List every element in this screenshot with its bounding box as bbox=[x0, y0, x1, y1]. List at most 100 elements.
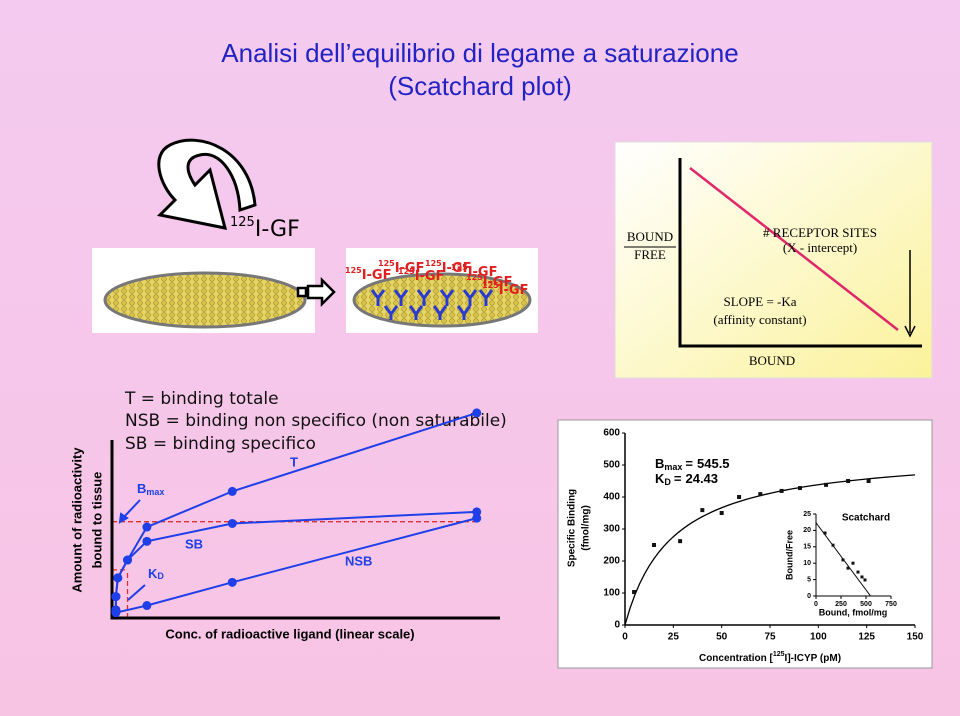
point bbox=[142, 601, 152, 611]
y-tick-label: 600 bbox=[603, 428, 620, 439]
dish-label: 125I-GF bbox=[466, 273, 513, 290]
y-tick-label: 300 bbox=[603, 524, 620, 535]
isotope: 125 bbox=[451, 263, 468, 272]
definition: T = binding totale bbox=[124, 389, 279, 409]
point bbox=[142, 522, 152, 532]
point bbox=[737, 495, 742, 499]
schematic-x-label: BOUND bbox=[749, 353, 795, 368]
y-tick-label: 0 bbox=[614, 620, 620, 631]
arrow bbox=[296, 276, 336, 308]
bmax-fit-label: Bmax = 545.5 bbox=[655, 456, 730, 472]
point bbox=[678, 539, 683, 544]
bmax-fit-label-part: B bbox=[655, 456, 664, 471]
fit-curve bbox=[624, 474, 916, 626]
x-axis-label-part: I]-ICYP (pM) bbox=[785, 653, 841, 664]
x-axis-label-part: Concentration [ bbox=[699, 653, 774, 664]
isotope: 125 bbox=[398, 267, 415, 276]
point bbox=[111, 608, 121, 618]
isotope: 125 bbox=[482, 281, 499, 290]
point bbox=[860, 575, 864, 579]
intercept-label: # RECEPTOR SITES bbox=[763, 225, 877, 240]
series-label: NSB bbox=[345, 553, 372, 568]
inset-title: Scatchard bbox=[842, 513, 890, 524]
dish-label: 125I-GF bbox=[378, 259, 425, 276]
series-line bbox=[115, 517, 477, 614]
isotope: 125 bbox=[230, 215, 255, 230]
intercept-arrow bbox=[904, 250, 916, 338]
intercept-note: (X - intercept) bbox=[783, 240, 857, 255]
point bbox=[652, 543, 656, 547]
ligand-label: 125I-GF bbox=[230, 215, 300, 243]
dish bbox=[352, 272, 532, 328]
x-tick-label: 75 bbox=[764, 632, 776, 643]
bmax-fit-label-part: 545.5 bbox=[697, 456, 730, 471]
y-tick-label: 400 bbox=[603, 492, 620, 503]
point bbox=[719, 511, 724, 515]
point bbox=[227, 486, 237, 496]
ligand-name: I-GF bbox=[362, 268, 392, 283]
dish bbox=[103, 271, 307, 329]
point bbox=[823, 531, 827, 535]
definition: SB = binding specifico bbox=[125, 434, 316, 454]
point bbox=[700, 508, 705, 513]
ligand-name: I-GF bbox=[255, 217, 300, 242]
schematic-y-label: BOUND bbox=[627, 229, 673, 244]
kd-fit-label-part: K bbox=[655, 471, 665, 486]
bmax-label: Bmax bbox=[137, 481, 164, 497]
point bbox=[227, 518, 237, 528]
ligand-name: I-GF bbox=[395, 261, 425, 276]
point bbox=[779, 488, 784, 493]
dish-label: 125I-GF bbox=[398, 267, 445, 284]
point bbox=[824, 482, 829, 487]
series-label: T bbox=[290, 454, 298, 469]
receptors bbox=[370, 289, 494, 320]
point bbox=[113, 573, 123, 583]
point bbox=[841, 558, 845, 562]
kd-fit-label-part: D bbox=[664, 477, 671, 487]
slope-note: (affinity constant) bbox=[713, 312, 806, 327]
point bbox=[866, 479, 871, 483]
kd-fit-label: KD = 24.43 bbox=[655, 471, 718, 487]
y-axis-label: bound to tissue bbox=[89, 472, 104, 569]
title: Analisi dell’equilibrio di legame a satu… bbox=[221, 38, 738, 68]
x-tick-label: 250 bbox=[835, 601, 847, 608]
dish-label: 125I-GF bbox=[425, 259, 472, 276]
x-tick-label: 750 bbox=[885, 601, 897, 608]
point bbox=[831, 543, 835, 547]
slope-label: SLOPE = -Ka bbox=[723, 294, 796, 309]
schematic-y-label: FREE bbox=[634, 247, 666, 262]
bmax-fit-label-part: max bbox=[664, 462, 682, 472]
dish-label: 125I-GF bbox=[482, 281, 529, 298]
definition: NSB = binding non specifico (non saturab… bbox=[125, 411, 507, 431]
schematic-axes bbox=[678, 158, 922, 348]
x-tick-label: 0 bbox=[814, 601, 818, 608]
kd-fit-label-part: 24.43 bbox=[685, 471, 718, 486]
x-tick-label: 500 bbox=[860, 601, 872, 608]
point bbox=[472, 513, 482, 523]
kd-fit-label-part: = bbox=[674, 471, 682, 486]
y-tick-label: 500 bbox=[603, 460, 620, 471]
isotope: 125 bbox=[466, 273, 483, 282]
y-axis-label: Bound/Free bbox=[784, 530, 794, 580]
point bbox=[797, 486, 802, 491]
x-axis-label: Conc. of radioactive ligand (linear scal… bbox=[165, 626, 414, 641]
point bbox=[758, 492, 763, 497]
point bbox=[846, 479, 851, 483]
x-tick-label: 25 bbox=[668, 632, 680, 643]
bmax-label-part: B bbox=[137, 481, 146, 496]
y-tick-label: 25 bbox=[803, 511, 811, 518]
y-tick-label: 5 bbox=[807, 576, 811, 583]
dish-label: 125I-GF bbox=[345, 266, 392, 283]
x-axis-label-part: 125 bbox=[773, 651, 785, 658]
point bbox=[846, 566, 850, 570]
point bbox=[472, 507, 482, 517]
ligand-name: I-GF bbox=[499, 283, 529, 298]
point bbox=[472, 408, 482, 418]
point bbox=[863, 578, 867, 582]
point bbox=[856, 570, 860, 574]
y-tick-label: 10 bbox=[803, 560, 811, 567]
y-axis-label: Specific Binding bbox=[567, 489, 578, 567]
x-axis-label: Concentration [125I]-ICYP (pM) bbox=[699, 651, 841, 664]
isotope: 125 bbox=[425, 259, 442, 268]
